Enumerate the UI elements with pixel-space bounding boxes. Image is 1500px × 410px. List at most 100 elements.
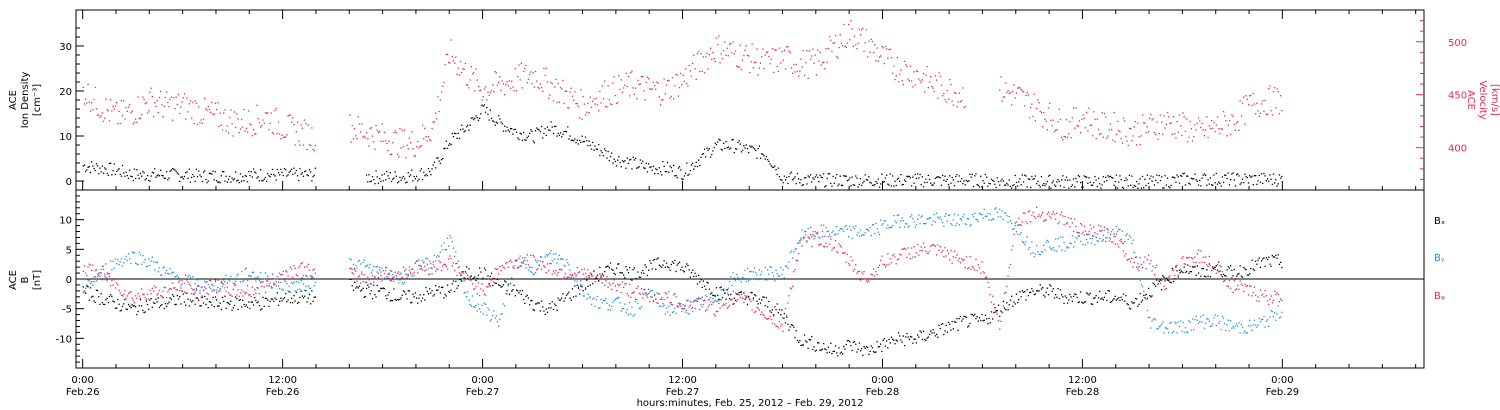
data-point [1130,128,1132,130]
data-point [94,169,96,172]
data-point [532,254,534,256]
data-point [1140,135,1142,137]
data-point [198,106,200,108]
data-point [424,299,426,301]
data-point [670,263,672,266]
data-point [83,164,86,166]
data-point [992,179,994,182]
data-point [1156,174,1158,176]
data-point [83,265,86,267]
data-point [890,336,893,338]
data-point [487,307,489,309]
data-point [863,180,865,182]
data-point [91,161,93,163]
data-point [855,343,857,345]
data-point [354,269,356,271]
data-point [1174,274,1176,277]
data-point [1215,265,1217,267]
data-point [268,305,270,308]
data-point [174,303,176,306]
data-point [507,85,509,87]
data-point [598,280,600,283]
data-point [248,301,250,303]
data-point [917,334,919,336]
data-point [648,288,650,290]
data-point [990,301,993,303]
data-point [155,287,157,289]
data-point [1106,237,1108,239]
data-point [435,285,437,287]
data-point [151,95,153,98]
data-point [725,141,727,143]
data-point [102,268,105,270]
data-point [609,262,612,264]
data-point [124,290,126,292]
data-point [875,222,877,224]
data-point [86,274,88,277]
data-point [839,228,841,230]
data-point [926,65,928,68]
data-point [1000,76,1002,78]
data-point [1275,179,1277,181]
data-point [1002,96,1004,98]
data-point [401,294,403,296]
data-point [1231,173,1233,175]
data-point [884,177,887,179]
data-point [444,248,446,251]
data-point [246,306,249,308]
data-point [796,242,799,244]
data-point [876,182,878,184]
data-point [158,289,161,292]
data-point [1032,115,1034,117]
data-point [85,272,87,274]
data-point [419,145,421,147]
data-point [598,110,600,112]
data-point [381,287,383,290]
data-point [1088,107,1090,109]
data-point [582,295,584,297]
data-point [154,269,156,271]
data-point [751,309,753,311]
data-point [1106,228,1108,230]
data-point [870,234,872,237]
data-point [461,124,463,126]
data-point [615,290,618,292]
data-point [1184,130,1187,133]
data-point [752,147,754,149]
data-point [1097,128,1100,131]
data-point [717,300,719,302]
y-tick-label: 10 [59,216,72,227]
data-point [414,178,416,180]
data-point [221,282,224,284]
data-point [274,109,276,112]
data-point [702,56,704,58]
data-point [1202,267,1204,270]
data-point [627,313,630,315]
data-point [1252,92,1254,95]
data-point [913,182,915,184]
data-point [1245,332,1247,334]
data-point [1214,266,1216,268]
data-point [792,285,794,287]
data-point [1020,224,1022,226]
data-point [613,300,615,302]
data-point [651,289,653,291]
data-point [116,263,118,265]
data-point [827,236,829,238]
data-point [301,262,303,264]
data-point [412,148,414,150]
data-point [874,233,876,235]
data-point [263,305,265,307]
data-point [105,98,107,100]
data-point [870,273,872,275]
data-point [581,135,583,137]
data-point [1156,121,1158,123]
data-point [713,300,715,302]
data-point [1219,132,1221,135]
data-point [806,239,808,242]
data-point [1247,103,1250,106]
data-point [545,134,547,137]
data-point [655,88,657,90]
data-point [304,170,306,173]
data-point [1153,131,1156,134]
